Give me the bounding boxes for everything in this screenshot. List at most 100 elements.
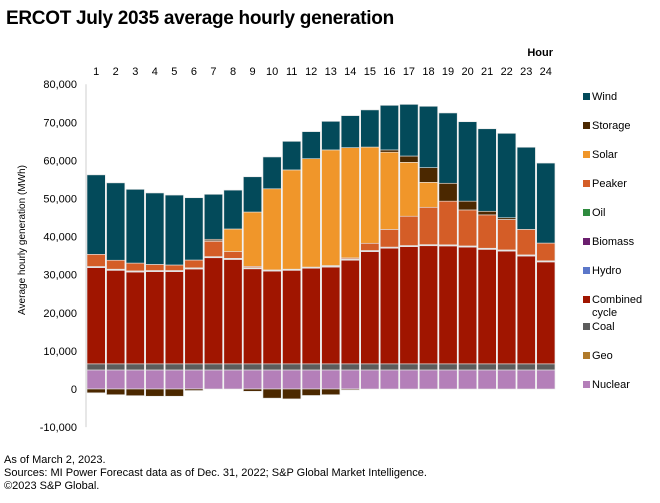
bar-segment-nuclear [360,369,380,390]
bar-group-hour-14 [340,115,360,391]
x-tick-label: 24 [540,66,552,78]
bar-segment-storage [438,182,458,202]
bar-segment-wind [86,174,106,255]
bar-group-hour-20 [458,121,478,390]
legend: Wind Storage Solar Peaker Oil Biomass Hydro Com… [583,91,642,391]
bar-segment-storage [164,388,184,397]
y-tick-label: 70,000 [43,117,77,129]
bar-segment-wind [419,105,438,168]
x-tick-label: 8 [230,66,236,78]
x-tick-label: 5 [171,66,177,78]
bar-segment-nuclear [458,369,478,390]
bar-segment-nuclear [477,369,497,390]
bar-group-hour-5 [164,194,184,397]
bar-segment-coal [321,363,341,371]
bar-segment-storage [458,200,478,211]
legend-label: Hydro [592,265,621,277]
bar-segment-solar [399,162,419,217]
bar-segment-coal [204,363,223,371]
bar-segment-combined-cycle [438,245,458,365]
bar-segment-peaker [516,229,536,256]
bar-segment-combined-cycle [321,266,341,365]
bar-segment-nuclear [145,369,165,390]
bar-segment-solar [223,228,243,252]
bar-segment-nuclear [497,369,517,390]
bar-segment-coal [438,363,458,371]
bar-segment-coal [399,363,419,371]
x-tick-label: 13 [325,66,337,78]
bar-segment-combined-cycle [419,245,438,365]
x-tick-label: 1 [93,66,99,78]
x-tick-label: 3 [132,66,138,78]
y-tick-label: 10,000 [43,346,77,358]
legend-label: Peaker [592,178,627,190]
bar-segment-combined-cycle [379,247,399,365]
bar-segment-wind [282,141,302,171]
legend-swatch [583,267,590,274]
bar-segment-wind [458,121,478,202]
bar-segment-solar [321,149,341,266]
bar-segment-nuclear [184,369,204,390]
bar-segment-nuclear [282,369,302,390]
bar-segment-wind [184,197,204,261]
legend-swatch [583,180,590,187]
bar-segment-peaker [184,259,204,269]
bar-segment-combined-cycle [184,268,204,365]
bar-segment-combined-cycle [164,271,184,365]
bar-segment-solar [419,182,438,208]
bar-segment-coal [223,363,243,371]
bar-segment-peaker [164,264,184,271]
x-tick-label: 16 [383,66,395,78]
x-tick-label: 7 [210,66,216,78]
bar-group-hour-21 [477,128,497,390]
x-tick-label: 2 [113,66,119,78]
bar-group-hour-2 [106,182,126,396]
y-tick-label: 40,000 [43,232,77,244]
bar-segment-nuclear [379,369,399,390]
bar-segment-wind [477,128,497,212]
bar-segment-peaker [204,240,223,257]
bar-group-hour-12 [301,131,321,396]
x-tick-label: 11 [286,66,297,78]
bar-segment-storage [399,155,419,163]
legend-item-biomass: Biomass [583,236,635,248]
bar-segment-combined-cycle [497,250,517,365]
bar-group-hour-6 [184,197,204,391]
bar-segment-peaker [360,242,380,251]
bar-segment-wind [379,105,399,151]
bar-segment-peaker [458,209,478,247]
legend-item-peaker: Peaker [583,178,627,190]
y-axis-title: Average hourly generation (MWh) [17,165,28,315]
legend-label: Geo [592,350,613,362]
bar-group-hour-18 [419,105,438,390]
bar-segment-combined-cycle [282,270,302,365]
bar-segment-nuclear [340,369,360,390]
bar-segment-nuclear [438,369,458,390]
bar-segment-solar [379,151,399,230]
bar-segment-storage [419,167,438,183]
bar-segment-combined-cycle [243,268,262,365]
bar-segment-nuclear [419,369,438,390]
legend-label: Oil [592,207,605,219]
legend-item-nuclear: Nuclear [583,379,630,391]
bar-group-hour-24 [536,162,556,390]
bars [86,104,556,400]
legend-swatch [583,296,590,303]
as-of-note: As of March 2, 2023. [4,454,106,466]
bar-segment-wind [438,112,458,184]
bar-segment-wind [497,133,517,219]
bar-segment-combined-cycle [204,257,223,365]
x-tick-label: 19 [442,66,454,78]
legend-item-hydro: Hydro [583,265,621,277]
bar-segment-storage [301,388,321,396]
bar-segment-coal [419,363,438,371]
y-tick-label: 80,000 [43,79,77,91]
bar-segment-wind [262,156,282,190]
bar-segment-peaker [223,251,243,259]
bar-group-hour-9 [243,176,262,392]
x-tick-label: 15 [364,66,376,78]
bar-segment-nuclear [106,369,126,390]
bar-segment-storage [282,388,302,400]
